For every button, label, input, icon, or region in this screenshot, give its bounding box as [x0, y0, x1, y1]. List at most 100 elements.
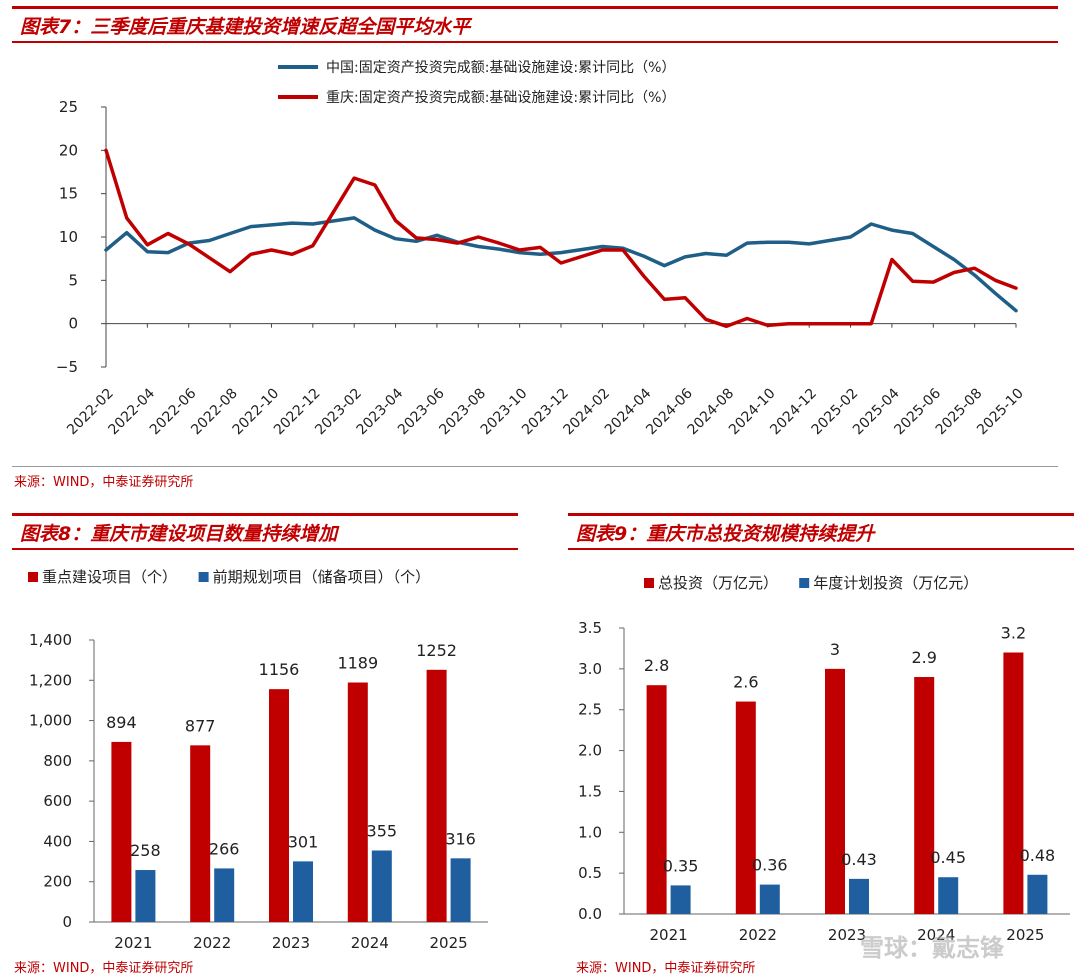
fig7-y-tick-label: 20	[59, 141, 78, 159]
fig9-data-label: 0.48	[1020, 846, 1056, 865]
fig8-legend-label-1: 前期规划项目（储备项目）（个）	[213, 568, 431, 586]
fig9-y-tick-label: 2.5	[578, 701, 602, 719]
fig9-bar-blue	[849, 878, 869, 914]
fig9-bar-blue	[670, 885, 691, 914]
fig9-legend-swatch-1	[799, 578, 810, 588]
fig9-data-label: 2.8	[644, 656, 669, 675]
fig9-legend-swatch-0	[644, 578, 654, 588]
fig9-bar-red	[735, 701, 756, 914]
fig9-y-tick-label: 1.0	[578, 823, 602, 841]
fig8-data-label: 877	[185, 716, 216, 735]
fig9-bar-blue	[938, 877, 959, 914]
fig9-y-tick-label: 2.0	[578, 742, 602, 760]
fig9-data-label: 3	[830, 640, 840, 659]
fig8-bar-blue	[214, 868, 235, 922]
fig9-bar-red	[914, 677, 935, 914]
watermark: 雪球：戴志锋	[860, 934, 1004, 962]
fig9-data-label: 0.36	[752, 856, 788, 875]
fig7-title: 图表7：三季度后重庆基建投资增速反超全国平均水平	[20, 16, 471, 38]
fig7-bottom-rule	[12, 466, 1058, 467]
fig7-y-tick-label: 0	[68, 315, 78, 333]
fig9-legend-label-0: 总投资（万亿元）	[658, 574, 778, 592]
fig7-series-line-1	[104, 148, 1018, 329]
fig8-data-label: 301	[288, 832, 319, 851]
fig9-data-label: 0.43	[841, 850, 877, 869]
fig9-bar-red	[825, 668, 845, 914]
fig9-title-underline	[568, 548, 1074, 550]
fig8-bar-red	[111, 741, 132, 922]
fig9-bar-blue	[759, 884, 780, 914]
fig8-bar-red	[190, 745, 211, 922]
fig9-data-label: 2.6	[733, 673, 758, 692]
fig8-y-tick-label: 1,400	[29, 631, 72, 649]
fig8-y-tick-label: 1,000	[29, 712, 72, 730]
fig8-title: 图表8：重庆市建设项目数量持续增加	[20, 523, 338, 545]
fig8-y-tick-label: 800	[43, 752, 72, 770]
fig9-top-rule	[568, 513, 1074, 516]
fig8-y-tick-label: 200	[43, 873, 72, 891]
fig9-bar-red	[1003, 652, 1024, 914]
fig8-y-tick-label: 1,200	[29, 671, 72, 689]
fig8-bar-blue	[135, 870, 156, 922]
fig8-top-rule	[12, 513, 518, 516]
fig8-bar-chart: 重点建设项目（个） 前期规划项目（储备项目）（个） 0 200 400 600 800 1,0…	[28, 568, 488, 952]
fig9-data-label: 2.9	[911, 648, 936, 667]
fig8-bar-red	[426, 669, 447, 922]
fig8-bar-red	[347, 682, 368, 922]
fig8-title-underline	[12, 548, 518, 550]
fig8-y-tick-label: 0	[62, 913, 72, 931]
fig7-y-tick-label: 15	[59, 185, 78, 203]
fig9-bar-blue	[1027, 874, 1048, 914]
fig9-y-tick-label: 1.5	[578, 782, 602, 800]
fig9-y-tick-label: 3.5	[578, 619, 602, 637]
fig7-line-chart: 中国:固定资产投资完成额:基础设施建设:累计同比（%） 重庆:固定资产投资完成额:…	[56, 59, 1027, 438]
fig9-source: 来源：WIND，中泰证券研究所	[576, 961, 756, 976]
fig7-y-tick-label: 10	[59, 228, 78, 246]
fig8-data-label: 894	[106, 713, 137, 732]
fig9-x-tick-label: 2022	[739, 926, 777, 944]
fig9-x-tick-label: 2025	[1006, 926, 1044, 944]
fig9-legend-label-1: 年度计划投资（万亿元）	[813, 574, 978, 592]
fig8-x-tick-label: 2024	[351, 934, 389, 952]
fig8-bar-red	[269, 689, 289, 922]
fig7-source: 来源：WIND，中泰证券研究所	[14, 475, 194, 490]
fig9-x-tick-label: 2023	[828, 926, 866, 944]
fig7-y-tick-label: 25	[59, 98, 78, 116]
fig8-data-label: 316	[445, 829, 476, 848]
fig8-bar-blue	[450, 858, 471, 922]
fig9-bar-chart: 总投资（万亿元） 年度计划投资（万亿元） 0.0 0.5 1.0 1.5 2.0 2.5 3.0…	[578, 574, 1070, 944]
fig8-data-label: 258	[130, 841, 161, 860]
fig8-legend-label-0: 重点建设项目（个）	[42, 568, 177, 586]
fig8-bar-blue	[293, 861, 313, 922]
fig9-data-label: 0.45	[930, 848, 966, 867]
fig9-x-tick-label: 2021	[650, 926, 688, 944]
fig9-data-label: 3.2	[1001, 624, 1026, 643]
fig8-data-label: 1189	[337, 654, 378, 673]
fig7-y-tick-label: 5	[68, 271, 78, 289]
fig8-x-tick-label: 2021	[114, 934, 152, 952]
fig8-data-label: 266	[209, 839, 240, 858]
fig8-legend-swatch-0	[28, 572, 38, 582]
fig8-x-tick-label: 2025	[430, 934, 468, 952]
fig8-bar-blue	[371, 850, 392, 922]
fig8-legend-swatch-1	[198, 572, 209, 582]
fig9-y-tick-label: 0.0	[578, 905, 602, 923]
fig9-title: 图表9：重庆市总投资规模持续提升	[576, 523, 875, 545]
fig8-data-label: 1156	[259, 660, 300, 679]
fig7-y-tick-label: −5	[56, 358, 78, 376]
fig8-data-label: 355	[367, 821, 398, 840]
fig9-y-tick-label: 3.0	[578, 660, 602, 678]
fig7-title-underline	[12, 41, 1058, 43]
fig9-bar-red	[646, 685, 667, 914]
fig8-x-tick-label: 2023	[272, 934, 310, 952]
fig9-y-tick-label: 0.5	[578, 864, 602, 882]
fig8-source: 来源：WIND，中泰证券研究所	[14, 961, 194, 976]
fig7-legend-label-0: 中国:固定资产投资完成额:基础设施建设:累计同比（%）	[326, 59, 675, 76]
fig8-y-tick-label: 400	[43, 832, 72, 850]
fig9-x-tick-label: 2024	[917, 926, 955, 944]
fig9-data-label: 0.35	[663, 856, 699, 875]
fig8-x-tick-label: 2022	[193, 934, 231, 952]
fig8-y-tick-label: 600	[43, 792, 72, 810]
fig7-top-rule	[12, 6, 1058, 9]
fig8-data-label: 1252	[416, 641, 457, 660]
